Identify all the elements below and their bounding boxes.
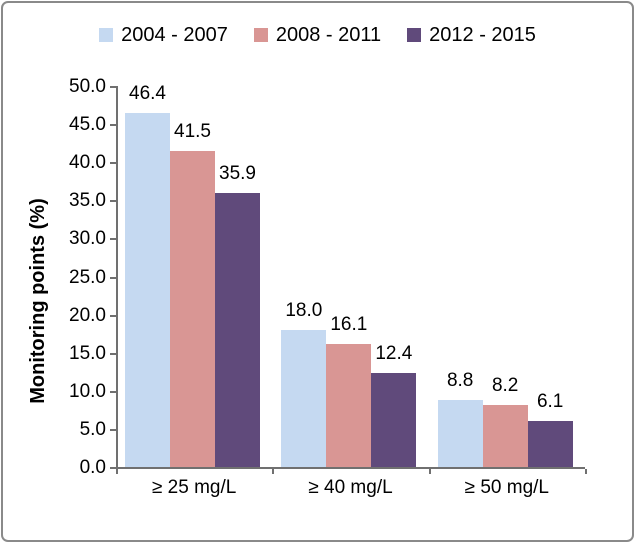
y-tick-label: 30.0 <box>69 228 106 250</box>
bar-label: 12.4 <box>375 342 413 364</box>
legend-item: 2004 - 2007 <box>99 22 228 48</box>
y-tick <box>110 314 116 317</box>
category-label: ≥ 40 mg/L <box>308 477 393 498</box>
legend-label: 2004 - 2007 <box>121 24 228 46</box>
bar-label: 16.1 <box>330 314 368 336</box>
y-tick-label: 10.0 <box>69 380 106 402</box>
bar-label: 8.2 <box>491 374 519 396</box>
y-tick <box>110 467 116 469</box>
legend-swatch <box>253 28 268 42</box>
y-tick <box>110 276 116 279</box>
bar <box>527 420 573 467</box>
x-axis-line <box>116 467 585 469</box>
x-tick <box>272 469 275 474</box>
y-tick <box>110 162 116 165</box>
y-tick-label: 0.0 <box>79 457 106 478</box>
bar <box>437 399 483 467</box>
bar <box>326 344 372 467</box>
y-tick-label: 25.0 <box>69 266 106 288</box>
y-tick-label: 15.0 <box>69 342 106 364</box>
y-tick <box>110 86 116 88</box>
x-tick <box>428 469 431 474</box>
y-tick-label: 5.0 <box>79 418 106 440</box>
x-tick <box>585 469 587 474</box>
bar-label: 46.4 <box>129 83 166 105</box>
y-axis-line <box>116 86 118 469</box>
bar-label: 18.0 <box>285 299 323 321</box>
y-tick <box>110 238 116 241</box>
y-tick-label: 20.0 <box>69 304 106 326</box>
bar <box>125 113 170 467</box>
legend-item: 2012 - 2015 <box>407 22 536 48</box>
legend: 2004 - 2007 2008 - 2011 2012 - 2015 <box>0 22 635 48</box>
bar <box>215 193 260 467</box>
legend-swatch <box>99 28 114 42</box>
bar <box>281 329 327 467</box>
bar-label: 41.5 <box>174 120 211 142</box>
x-tick <box>116 469 118 474</box>
y-tick <box>110 390 116 393</box>
y-tick <box>110 352 116 355</box>
legend-label: 2012 - 2015 <box>429 24 536 46</box>
category-label: ≥ 50 mg/L <box>464 477 549 498</box>
legend-label: 2008 - 2011 <box>275 24 382 46</box>
y-tick <box>110 428 116 431</box>
legend-swatch <box>407 28 422 42</box>
bar-label: 8.8 <box>446 369 474 391</box>
y-tick <box>110 124 116 127</box>
y-tick-label: 35.0 <box>69 190 106 212</box>
category-label: ≥ 25 mg/L <box>151 477 237 498</box>
y-tick-label: 40.0 <box>69 152 106 174</box>
bar <box>170 150 215 467</box>
y-tick-label: 45.0 <box>69 114 106 136</box>
legend-item: 2008 - 2011 <box>253 22 382 48</box>
y-tick-label: 50.0 <box>69 76 106 97</box>
bar-label: 6.1 <box>536 390 564 412</box>
bar <box>482 404 528 467</box>
bar <box>371 372 417 467</box>
bar-label: 35.9 <box>219 163 256 185</box>
y-tick <box>110 200 116 203</box>
